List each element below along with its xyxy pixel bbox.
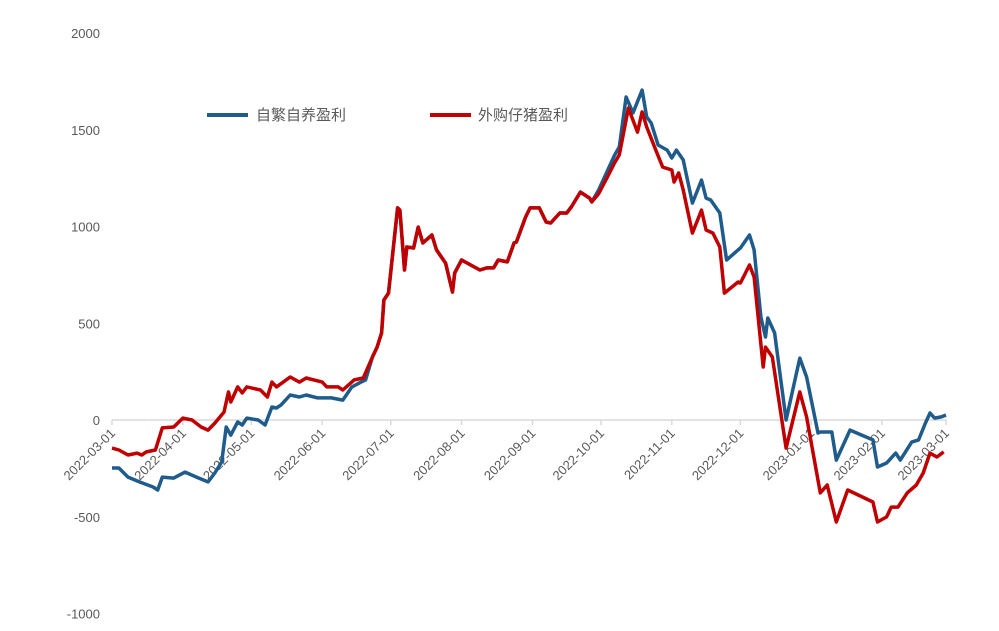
x-tick-label: 2022-08-01 bbox=[410, 426, 468, 484]
legend: 自繁自养盈利 外购仔猪盈利 bbox=[207, 107, 568, 124]
x-tick-label: 2022-07-01 bbox=[339, 426, 397, 484]
y-tick-label: 0 bbox=[93, 413, 100, 428]
y-tick-label: 1500 bbox=[71, 123, 100, 138]
plot-area bbox=[111, 88, 947, 524]
x-tick-label: 2022-09-01 bbox=[481, 426, 539, 484]
series-line-1 bbox=[111, 106, 945, 524]
y-tick-label: -500 bbox=[74, 510, 100, 525]
y-tick-label: 2000 bbox=[71, 26, 100, 41]
x-tick-label: 2022-03-01 bbox=[60, 426, 118, 484]
x-tick-label: 2022-10-01 bbox=[549, 426, 607, 484]
y-axis: 2000 1500 1000 500 0 -500 -1000 bbox=[67, 26, 100, 622]
legend-label-1: 外购仔猪盈利 bbox=[478, 107, 568, 124]
x-tick-label: 2022-06-01 bbox=[271, 426, 329, 484]
y-tick-label: -1000 bbox=[67, 607, 100, 622]
y-tick-label: 1000 bbox=[71, 220, 100, 235]
x-tick-label: 2022-12-01 bbox=[689, 426, 747, 484]
y-tick-label: 500 bbox=[78, 316, 100, 331]
x-tick-label: 2022-11-01 bbox=[621, 426, 678, 483]
legend-label-0: 自繁自养盈利 bbox=[256, 107, 346, 124]
